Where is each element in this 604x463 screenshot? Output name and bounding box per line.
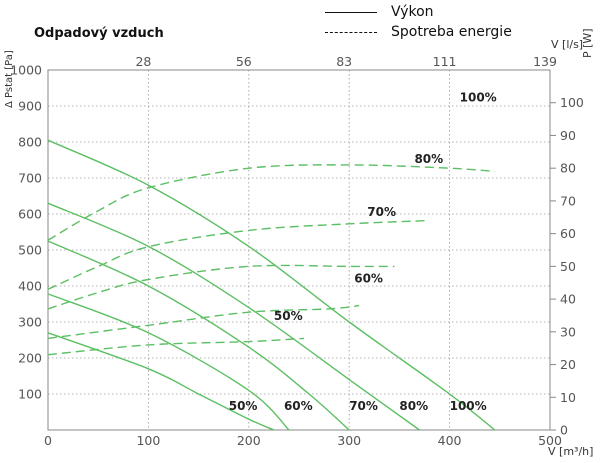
y-tick-label: 500	[18, 243, 42, 258]
power-curve-70	[47, 264, 395, 310]
legend-dashed-label: Spotreba energie	[391, 24, 512, 40]
y2-tick-label: 40	[560, 292, 576, 307]
series-label: 80%	[399, 399, 428, 413]
y-axis-label: Δ Pstat [Pa]	[4, 50, 15, 108]
y2-tick-label: 70	[560, 193, 576, 208]
series-label: 60%	[354, 271, 383, 285]
y2-tick-label: 10	[560, 390, 576, 405]
pressure-curve-100	[47, 139, 496, 431]
y-tick-label: 300	[18, 315, 42, 330]
series-label: 70%	[367, 205, 396, 219]
grid	[48, 69, 550, 430]
plot-frame	[47, 69, 551, 431]
legend-dashed-swatch	[325, 31, 377, 33]
series-label: 100%	[450, 399, 487, 413]
x2-tick-label: 28	[135, 54, 151, 69]
x2-tick-label: 139	[533, 54, 557, 69]
legend-solid-swatch	[325, 11, 377, 13]
x2-tick-label: 83	[336, 54, 352, 69]
y2-tick-label: 50	[560, 259, 576, 274]
power-curve-60	[47, 304, 360, 340]
x-tick-label: 0	[44, 433, 52, 448]
legend-dashed: Spotreba energie	[325, 24, 512, 40]
pressure-curve-80	[47, 202, 420, 431]
y-tick-label: 1000	[10, 63, 42, 78]
y2-axis-label: P [W]	[581, 28, 594, 58]
y-tick-label: 900	[18, 99, 42, 114]
legend-solid-label: Výkon	[391, 4, 434, 20]
y-tick-label: 800	[18, 135, 42, 150]
legend-solid: Výkon	[325, 4, 434, 20]
x-tick-label: 400	[438, 433, 462, 448]
y2-tick-label: 0	[560, 423, 568, 438]
x-axis-label: V [m³/h]	[548, 445, 593, 458]
y-tick-label: 200	[18, 351, 42, 366]
y2-tick-label: 90	[560, 128, 576, 143]
x2-axis-label: V [l/s]	[551, 38, 583, 51]
y-tick-label: 600	[18, 207, 42, 222]
y2-tick-label: 60	[560, 226, 576, 241]
power-curve-100	[47, 164, 495, 241]
y2-tick-label: 30	[560, 324, 576, 339]
series-label: 100%	[460, 91, 497, 105]
y-tick-label: 100	[18, 387, 42, 402]
axes: 1002003004005006007008009001000010203040…	[10, 54, 584, 448]
y-tick-label: 700	[18, 171, 42, 186]
x-tick-label: 300	[337, 433, 361, 448]
y2-tick-label: 100	[560, 95, 584, 110]
x-tick-label: 200	[237, 433, 261, 448]
series-label: 70%	[349, 399, 378, 413]
x2-tick-label: 56	[236, 54, 252, 69]
y-tick-label: 400	[18, 279, 42, 294]
curves	[47, 139, 496, 431]
pressure-curve-70	[47, 240, 350, 431]
series-label: 50%	[274, 309, 303, 323]
y2-tick-label: 20	[560, 357, 576, 372]
y2-tick-label: 80	[560, 161, 576, 176]
pressure-curve-60	[47, 293, 290, 431]
series-labels: 100% 80% 70% 60% 50% 100% 80% 70% 60% 50%	[229, 91, 497, 414]
series-label: 60%	[284, 399, 313, 413]
chart-title: Odpadový vzduch	[34, 26, 164, 41]
x-tick-label: 500	[538, 433, 562, 448]
series-label: 80%	[414, 152, 443, 166]
series-label: 50%	[229, 399, 258, 413]
x2-tick-label: 111	[433, 54, 457, 69]
power-curve-50	[47, 337, 305, 356]
x-tick-label: 100	[136, 433, 160, 448]
pressure-curve-50	[47, 332, 275, 431]
power-curve-80	[47, 219, 430, 290]
